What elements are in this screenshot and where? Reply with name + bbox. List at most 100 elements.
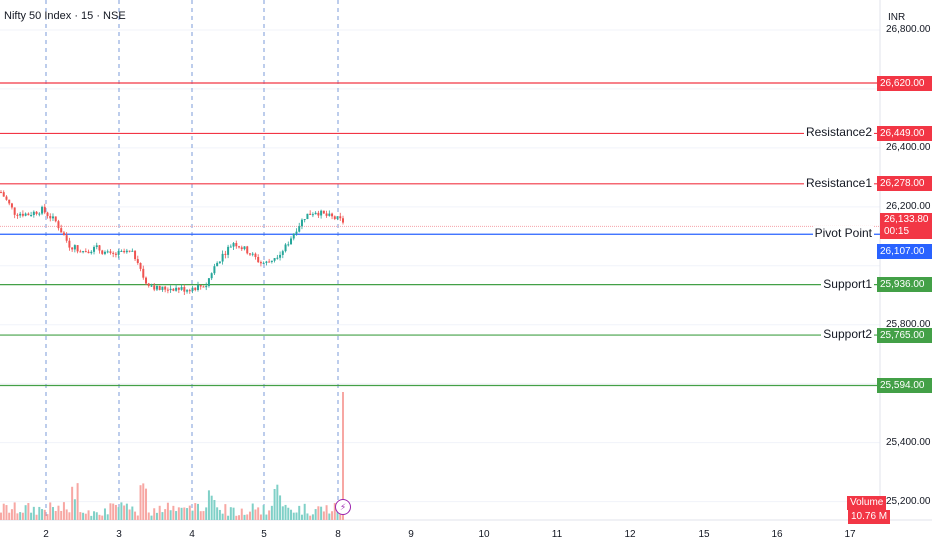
volume-value: 10.76 M bbox=[848, 510, 891, 524]
y-tick-label: 25,400.00 bbox=[886, 436, 931, 448]
volume-bar bbox=[210, 495, 213, 520]
candle-body bbox=[328, 213, 331, 216]
volume-bar bbox=[32, 506, 35, 520]
level-price-tag: 26,107.00 bbox=[877, 244, 932, 259]
candle-body bbox=[322, 210, 325, 214]
volume-bar bbox=[295, 512, 298, 520]
candle-body bbox=[281, 251, 284, 255]
volume-bar bbox=[134, 511, 137, 520]
volume-bar bbox=[175, 511, 178, 520]
volume-bar bbox=[180, 507, 183, 520]
candle-body bbox=[317, 212, 320, 216]
candle-body bbox=[71, 247, 74, 250]
volume-bar bbox=[205, 507, 208, 520]
candle-body bbox=[333, 216, 336, 219]
candle-body bbox=[306, 213, 309, 220]
candle-body bbox=[172, 288, 175, 291]
candle-body bbox=[0, 192, 2, 194]
candle-body bbox=[279, 254, 282, 258]
candle-body bbox=[120, 250, 123, 252]
candle-body bbox=[284, 244, 287, 252]
candle-body bbox=[188, 290, 191, 292]
volume-bar bbox=[41, 509, 44, 520]
volume-bar bbox=[240, 508, 243, 520]
candle-body bbox=[60, 228, 63, 233]
lightning-icon[interactable]: ⚡ bbox=[335, 499, 351, 515]
volume-bar bbox=[218, 509, 221, 520]
currency-label[interactable]: INR bbox=[888, 12, 906, 23]
candle-body bbox=[54, 216, 57, 222]
current-price-badge: 26,133.80 00:15 bbox=[880, 213, 932, 239]
candle-body bbox=[224, 253, 227, 255]
volume-bar bbox=[279, 495, 282, 520]
candle-body bbox=[311, 214, 314, 216]
volume-bar bbox=[265, 514, 268, 520]
volume-bar bbox=[35, 514, 38, 520]
candle-body bbox=[229, 246, 232, 248]
candle-body bbox=[27, 213, 30, 216]
candle-body bbox=[95, 245, 98, 248]
volume-bar bbox=[216, 507, 219, 520]
volume-bar bbox=[90, 515, 93, 520]
volume-bar bbox=[246, 514, 249, 520]
y-tick-label: 25,800.00 bbox=[886, 318, 931, 330]
volume-bar bbox=[183, 507, 186, 520]
volume-bar bbox=[5, 505, 8, 520]
x-tick-label: 10 bbox=[478, 529, 490, 540]
volume-bar bbox=[328, 513, 331, 520]
candle-body bbox=[43, 206, 46, 213]
candle-body bbox=[303, 219, 306, 221]
candle-body bbox=[221, 253, 224, 262]
candle-body bbox=[265, 261, 268, 263]
candle-body bbox=[262, 262, 265, 264]
volume-bar bbox=[292, 512, 295, 520]
volume-bar bbox=[298, 505, 301, 520]
candle-body bbox=[268, 261, 271, 263]
candle-body bbox=[30, 215, 33, 217]
candle-body bbox=[320, 210, 323, 216]
y-tick-label: 26,200.00 bbox=[886, 200, 931, 212]
candle-body bbox=[150, 285, 153, 287]
candle-body bbox=[35, 211, 38, 214]
volume-bar bbox=[331, 511, 334, 520]
volume-bar bbox=[290, 509, 293, 520]
candle-body bbox=[131, 250, 134, 252]
current-price: 26,133.80 bbox=[884, 214, 929, 225]
volume-bar bbox=[207, 490, 210, 520]
volume-bar bbox=[191, 510, 194, 520]
level-price-tag: 25,594.00 bbox=[877, 377, 932, 393]
level-price-tag: 26,278.00 bbox=[877, 176, 932, 192]
volume-bar bbox=[227, 515, 230, 520]
volume-bar bbox=[309, 515, 312, 520]
level-name: Pivot Point bbox=[812, 226, 874, 241]
candle-body bbox=[139, 262, 142, 269]
volume-bar bbox=[276, 484, 279, 520]
candle-body bbox=[136, 259, 139, 263]
volume-bar bbox=[153, 508, 156, 520]
candle-body bbox=[161, 286, 164, 290]
volume-bar bbox=[172, 505, 175, 520]
candle-body bbox=[196, 285, 199, 290]
volume-label: Volume bbox=[847, 496, 887, 510]
volume-bar bbox=[0, 512, 2, 520]
x-tick-label: 4 bbox=[189, 529, 195, 540]
volume-bar bbox=[65, 509, 68, 520]
volume-bar bbox=[281, 506, 284, 520]
volume-bar bbox=[24, 505, 27, 520]
volume-bar bbox=[339, 513, 342, 520]
candle-body bbox=[194, 287, 197, 290]
candle-body bbox=[125, 250, 128, 253]
level-price-tag: 26,620.00 bbox=[877, 75, 932, 91]
volume-bar bbox=[320, 506, 323, 520]
volume-bar bbox=[303, 503, 306, 520]
x-tick-label: 11 bbox=[551, 529, 563, 540]
volume-bar bbox=[128, 509, 131, 520]
volume-bar bbox=[71, 486, 74, 520]
volume-bar bbox=[10, 509, 13, 520]
candle-body bbox=[101, 250, 104, 254]
candle-body bbox=[240, 247, 243, 250]
candle-body bbox=[2, 192, 5, 197]
x-tick-label: 8 bbox=[335, 529, 341, 540]
volume-bar bbox=[62, 502, 65, 520]
